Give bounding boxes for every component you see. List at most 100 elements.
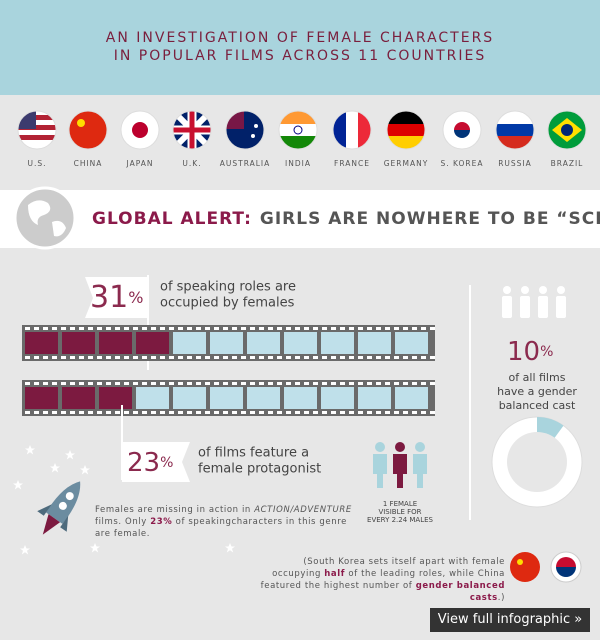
flag bbox=[122, 442, 190, 482]
sprocket bbox=[277, 382, 282, 385]
star bbox=[90, 543, 100, 553]
text: half bbox=[324, 569, 346, 579]
flag-part bbox=[254, 124, 258, 128]
sprocket bbox=[358, 327, 363, 330]
sprocket bbox=[151, 327, 156, 330]
sprocket bbox=[196, 356, 201, 359]
film-frame bbox=[247, 332, 280, 354]
sprocket bbox=[241, 356, 246, 359]
sprocket bbox=[367, 411, 372, 414]
action-note: Females are missing in action in ACTION/… bbox=[95, 504, 355, 540]
film-frame bbox=[358, 387, 391, 409]
flag-ring bbox=[495, 110, 535, 150]
flag-ring bbox=[442, 110, 482, 150]
sprocket bbox=[286, 382, 291, 385]
sprocket bbox=[115, 327, 120, 330]
sprocket bbox=[97, 356, 102, 359]
film-frame bbox=[210, 332, 243, 354]
sprocket bbox=[313, 411, 318, 414]
sprocket bbox=[196, 327, 201, 330]
film-frame bbox=[395, 387, 428, 409]
sprocket bbox=[250, 327, 255, 330]
flag-art bbox=[443, 111, 481, 149]
star bbox=[25, 445, 35, 455]
sprocket bbox=[232, 411, 237, 414]
sprocket bbox=[241, 327, 246, 330]
country-label: S. KOREA bbox=[440, 159, 483, 168]
sprocket bbox=[358, 411, 363, 414]
flag-ring bbox=[386, 110, 426, 150]
stat-unit: % bbox=[128, 288, 143, 307]
stat-text: of films feature a bbox=[198, 446, 309, 461]
flag-part bbox=[454, 130, 470, 138]
sprocket bbox=[259, 411, 264, 414]
sprocket bbox=[304, 356, 309, 359]
country-flag bbox=[68, 110, 108, 150]
text: Females are missing in action in bbox=[95, 505, 255, 515]
globe bbox=[13, 186, 77, 250]
sprocket bbox=[25, 382, 30, 385]
sprocket bbox=[403, 411, 408, 414]
header-band bbox=[0, 0, 600, 95]
flag-part bbox=[279, 111, 317, 124]
sprocket bbox=[52, 327, 57, 330]
flag-part bbox=[387, 111, 425, 124]
flag-part bbox=[18, 125, 56, 130]
stat-unit: % bbox=[160, 455, 173, 471]
sprocket bbox=[79, 382, 84, 385]
flag-ring bbox=[17, 110, 57, 150]
sprocket bbox=[151, 382, 156, 385]
sprocket bbox=[97, 327, 102, 330]
flag-art bbox=[496, 111, 534, 149]
sprocket bbox=[151, 356, 156, 359]
sprocket bbox=[223, 356, 228, 359]
sprocket bbox=[268, 382, 273, 385]
sprocket bbox=[304, 382, 309, 385]
sprocket bbox=[169, 382, 174, 385]
sprocket bbox=[142, 382, 147, 385]
sprocket bbox=[430, 327, 435, 330]
sprocket bbox=[313, 382, 318, 385]
person-body bbox=[520, 296, 530, 318]
sprocket bbox=[187, 327, 192, 330]
country-label: INDIA bbox=[285, 159, 311, 168]
sprocket bbox=[331, 411, 336, 414]
star bbox=[65, 450, 75, 460]
text: films. Only bbox=[95, 517, 151, 527]
flag-art bbox=[69, 111, 107, 149]
sprocket bbox=[205, 327, 210, 330]
text: of speakingcharacters in this genre are … bbox=[95, 517, 347, 539]
sprocket bbox=[232, 382, 237, 385]
sprocket bbox=[70, 382, 75, 385]
person-body bbox=[502, 296, 512, 318]
text: (South Korea sets itself apart with fema… bbox=[272, 557, 505, 579]
sprocket bbox=[250, 356, 255, 359]
sprocket bbox=[385, 382, 390, 385]
sprocket bbox=[259, 382, 264, 385]
sprocket bbox=[106, 382, 111, 385]
sprocket bbox=[43, 382, 48, 385]
flag-part bbox=[132, 122, 148, 138]
film-frame bbox=[62, 332, 95, 354]
sprocket bbox=[205, 382, 210, 385]
film-frame bbox=[173, 387, 206, 409]
sprocket bbox=[124, 327, 129, 330]
flag-china bbox=[510, 552, 540, 582]
sprocket bbox=[214, 382, 219, 385]
sprocket bbox=[259, 356, 264, 359]
sprocket bbox=[52, 411, 57, 414]
sprocket bbox=[178, 411, 183, 414]
film-frame bbox=[25, 332, 58, 354]
flag-part bbox=[561, 124, 573, 136]
sprocket bbox=[187, 356, 192, 359]
view-button[interactable]: View full infographic » bbox=[430, 608, 590, 632]
person-head bbox=[395, 442, 405, 452]
flag-ring bbox=[547, 110, 587, 150]
sprocket bbox=[160, 356, 165, 359]
country-flag bbox=[225, 110, 265, 150]
sprocket bbox=[88, 327, 93, 330]
film-frame bbox=[284, 387, 317, 409]
ratio-text: EVERY 2.24 MALES bbox=[367, 516, 434, 524]
sprocket bbox=[430, 356, 435, 359]
flag-part bbox=[77, 119, 85, 127]
